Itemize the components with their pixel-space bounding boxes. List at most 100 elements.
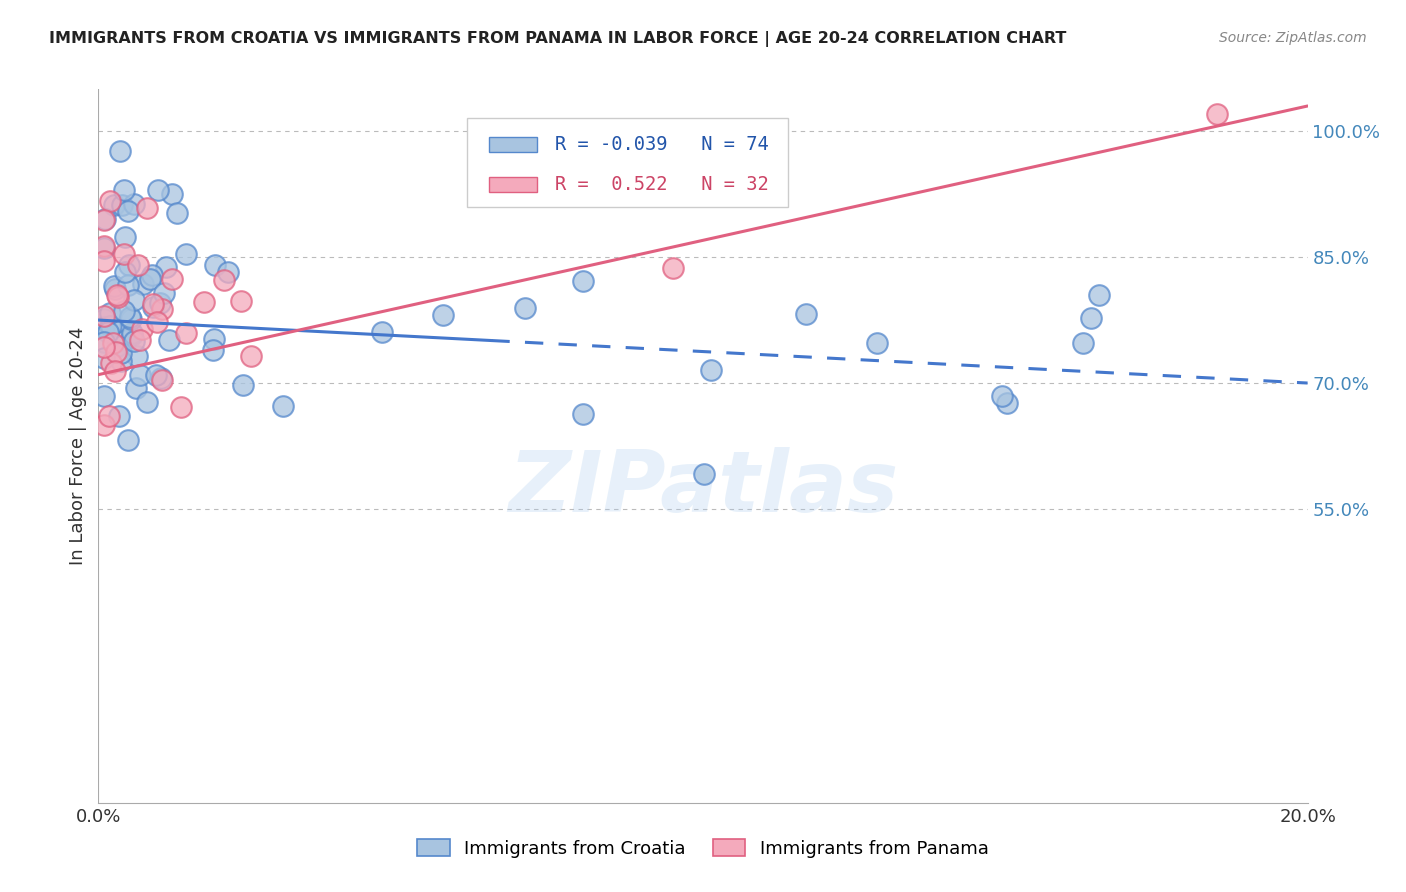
Point <box>118 310 141 324</box>
Text: ZIPatlas: ZIPatlas <box>508 447 898 531</box>
Point <box>160 271 183 285</box>
Point <box>142 297 165 311</box>
Point <box>125 349 148 363</box>
Point <box>149 371 172 385</box>
Point <box>572 274 595 288</box>
Point <box>121 326 143 341</box>
Legend: Immigrants from Croatia, Immigrants from Panama: Immigrants from Croatia, Immigrants from… <box>411 832 995 865</box>
Point <box>135 202 157 216</box>
Point <box>115 333 138 347</box>
Point <box>160 186 183 201</box>
Point <box>132 277 155 292</box>
Point <box>117 278 139 293</box>
Point <box>105 288 128 302</box>
Point <box>176 247 198 261</box>
Point <box>93 254 115 268</box>
Point <box>103 335 125 350</box>
Point <box>117 433 139 447</box>
Point <box>693 467 716 482</box>
Point <box>98 194 121 208</box>
Point <box>93 241 115 255</box>
Point <box>121 327 143 342</box>
Point <box>794 307 817 321</box>
Point <box>149 296 172 310</box>
Point <box>104 364 127 378</box>
Point <box>128 368 150 383</box>
Point <box>131 322 153 336</box>
Point <box>114 230 136 244</box>
Point <box>100 319 122 334</box>
Point <box>513 301 536 315</box>
Point <box>118 258 141 272</box>
FancyBboxPatch shape <box>489 177 537 193</box>
Point <box>217 264 239 278</box>
Point <box>125 381 148 395</box>
Point <box>1206 107 1229 121</box>
Point <box>239 349 262 363</box>
Point <box>105 345 128 359</box>
Point <box>214 273 236 287</box>
FancyBboxPatch shape <box>467 118 787 207</box>
Point <box>104 282 127 296</box>
Point <box>112 304 135 318</box>
Point <box>93 212 115 227</box>
Point <box>97 409 120 424</box>
Point <box>100 356 122 370</box>
Point <box>145 368 167 382</box>
Point <box>148 183 170 197</box>
Point <box>572 407 595 421</box>
Point <box>103 198 125 212</box>
Point <box>110 353 132 368</box>
Point <box>93 340 115 354</box>
Point <box>700 362 723 376</box>
Point <box>110 346 132 360</box>
Point <box>110 145 132 159</box>
Y-axis label: In Labor Force | Age 20-24: In Labor Force | Age 20-24 <box>69 326 87 566</box>
Point <box>114 265 136 279</box>
Text: IMMIGRANTS FROM CROATIA VS IMMIGRANTS FROM PANAMA IN LABOR FORCE | AGE 20-24 COR: IMMIGRANTS FROM CROATIA VS IMMIGRANTS FR… <box>49 31 1067 47</box>
Text: R =  0.522   N = 32: R = 0.522 N = 32 <box>555 175 769 194</box>
Point <box>141 268 163 282</box>
Point <box>94 212 117 227</box>
Point <box>866 336 889 351</box>
Point <box>93 309 115 323</box>
Point <box>995 396 1018 410</box>
Point <box>93 319 115 334</box>
FancyBboxPatch shape <box>489 136 537 153</box>
Text: Source: ZipAtlas.com: Source: ZipAtlas.com <box>1219 31 1367 45</box>
Point <box>990 389 1012 403</box>
Point <box>432 308 454 322</box>
Point <box>97 326 120 340</box>
Point <box>145 315 167 329</box>
Point <box>107 290 129 304</box>
Point <box>105 339 128 353</box>
Point <box>204 332 226 346</box>
Point <box>150 373 173 387</box>
Point <box>170 401 193 415</box>
Point <box>98 318 121 333</box>
Point <box>120 311 142 326</box>
Point <box>232 378 254 392</box>
Point <box>1071 336 1094 351</box>
Point <box>117 204 139 219</box>
Point <box>98 306 121 320</box>
Point <box>124 334 146 348</box>
Point <box>93 335 115 350</box>
Point <box>139 272 162 286</box>
Point <box>103 278 125 293</box>
Text: R = -0.039   N = 74: R = -0.039 N = 74 <box>555 135 769 154</box>
Point <box>201 343 224 358</box>
Point <box>108 409 131 423</box>
Point <box>93 239 115 253</box>
Point <box>129 333 152 347</box>
Point <box>93 311 115 326</box>
Point <box>112 247 135 261</box>
Point <box>150 301 173 316</box>
Point <box>661 260 683 275</box>
Point <box>136 395 159 409</box>
Point <box>142 300 165 314</box>
Point <box>157 333 180 347</box>
Point <box>110 198 132 212</box>
Point <box>204 258 226 272</box>
Point <box>112 183 135 197</box>
